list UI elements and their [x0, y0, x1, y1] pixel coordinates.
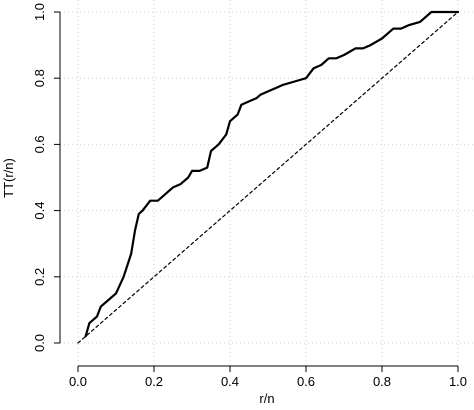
y-axis-label: TT(r/n)	[1, 158, 16, 198]
reference-diagonal-line	[77, 11, 459, 344]
y-tick-label: 0.8	[32, 69, 47, 87]
y-tick-label: 0.4	[32, 202, 47, 220]
series	[77, 10, 460, 344]
y-tick-label: 0.6	[32, 135, 47, 153]
x-tick-label: 0.2	[145, 374, 163, 389]
ticks: 0.0 0.2 0.4 0.6 0.8 1.0 0.0 0.2 0.4 0.6 0.8 1.0	[32, 3, 467, 389]
y-tick-label: 0.0	[32, 334, 47, 352]
x-tick-label: 0.8	[373, 374, 391, 389]
x-tick-label: 0.4	[221, 374, 239, 389]
x-tick-label: 1.0	[449, 374, 467, 389]
tt-curve-line	[84, 10, 460, 338]
y-tick-label: 0.2	[32, 268, 47, 286]
y-tick-label: 1.0	[32, 3, 47, 21]
x-tick-label: 0.0	[69, 374, 87, 389]
axes	[59, 12, 458, 367]
grid	[60, 0, 474, 366]
x-tick-label: 0.6	[297, 374, 315, 389]
x-axis-label: r/n	[259, 391, 274, 406]
